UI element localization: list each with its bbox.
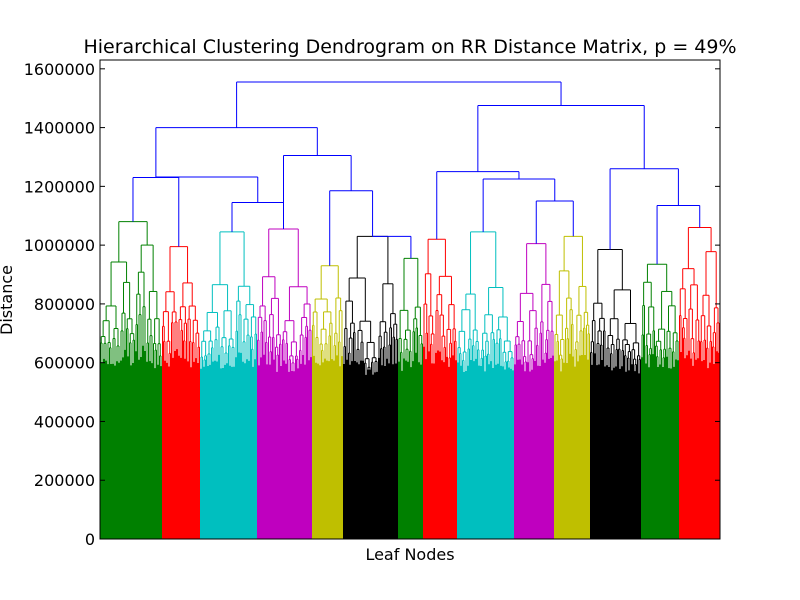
cluster-group xyxy=(100,221,162,539)
cluster-group xyxy=(162,246,200,539)
cluster-group xyxy=(590,249,641,539)
y-tick-label: 0 xyxy=(85,530,95,549)
y-axis-label: Distance xyxy=(0,265,16,335)
cluster-group xyxy=(343,235,398,539)
y-tick-label: 1000000 xyxy=(24,236,95,255)
plot-frame xyxy=(99,59,721,540)
cluster-group xyxy=(514,243,554,539)
y-axis: 0 200000 400000 600000 800000 1000000 1200000 1… xyxy=(24,60,720,549)
cluster-group xyxy=(554,235,590,539)
cluster-group xyxy=(457,231,514,539)
y-tick-label: 1400000 xyxy=(24,119,95,138)
x-axis-label: Leaf Nodes xyxy=(365,545,454,564)
cluster-group xyxy=(423,238,457,539)
cluster-group xyxy=(679,227,720,539)
cluster-group xyxy=(641,263,679,539)
chart-title: Hierarchical Clustering Dendrogram on RR… xyxy=(83,36,736,58)
y-tick-label: 200000 xyxy=(34,471,95,490)
plot-area xyxy=(100,81,720,539)
y-tick-label: 1200000 xyxy=(24,177,95,196)
y-tick-label: 600000 xyxy=(34,354,95,373)
cluster-group xyxy=(200,231,257,539)
cluster-group xyxy=(312,265,343,539)
upper-merges xyxy=(132,81,701,266)
y-tick-label: 800000 xyxy=(34,295,95,314)
y-tick-label: 1600000 xyxy=(24,60,95,79)
y-tick-label: 400000 xyxy=(34,412,95,431)
cluster-group xyxy=(398,257,423,539)
cluster-group xyxy=(257,228,312,539)
